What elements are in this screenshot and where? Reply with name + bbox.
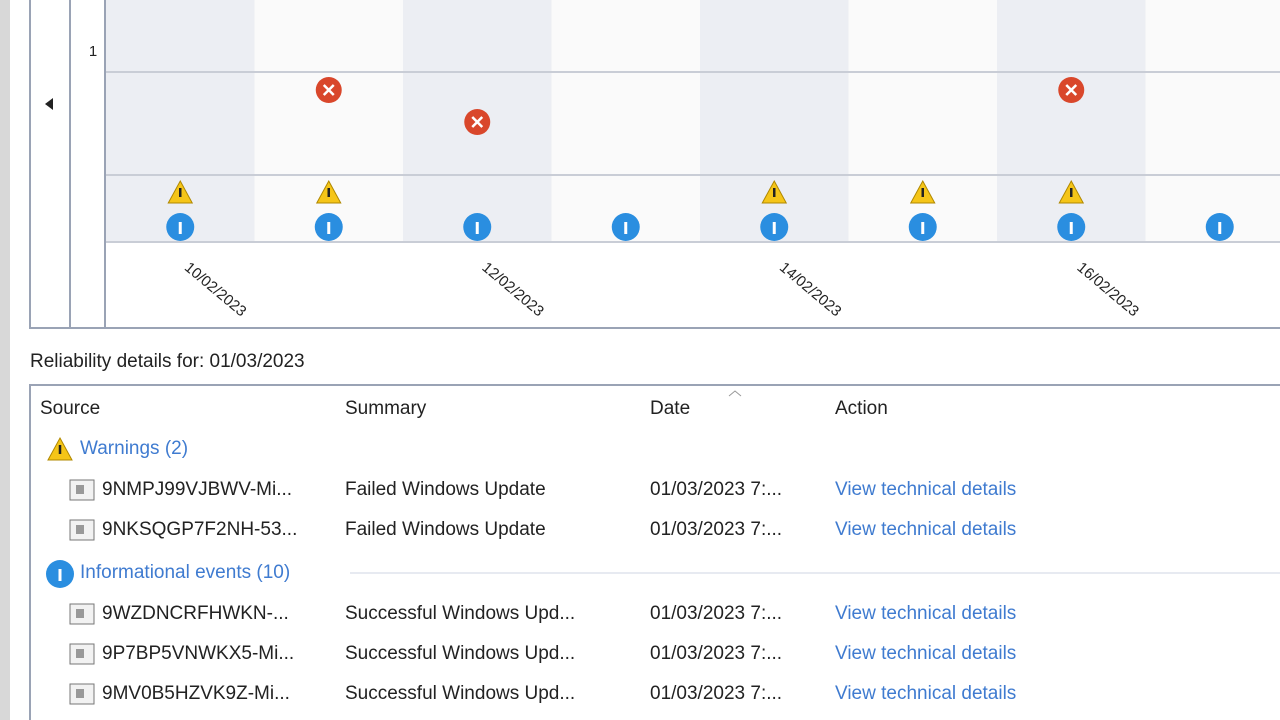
- cell: 01/03/2023 7:...: [650, 519, 782, 540]
- error-icon-x: [322, 84, 335, 96]
- day-column[interactable]: [700, 0, 849, 243]
- cell: 01/03/2023 7:...: [650, 643, 782, 664]
- day-column[interactable]: [1145, 0, 1280, 243]
- cell: 9P7BP5VNWKX5-Mi...: [102, 643, 294, 664]
- group-label[interactable]: Warnings (2): [80, 438, 188, 459]
- day-column[interactable]: [551, 0, 701, 243]
- action-link[interactable]: View technical details: [835, 603, 1016, 624]
- column-header[interactable]: Source: [40, 398, 100, 419]
- action-link[interactable]: View technical details: [835, 683, 1016, 704]
- cell: 9NKSQGP7F2NH-53...: [102, 519, 297, 540]
- group-label[interactable]: Informational events (10): [80, 562, 290, 583]
- row-icon-inner: [76, 525, 84, 534]
- cell: 9MV0B5HZVK9Z-Mi...: [102, 683, 290, 704]
- cell: Successful Windows Upd...: [345, 683, 575, 704]
- details-table: [29, 384, 1280, 720]
- cell: Failed Windows Update: [345, 479, 546, 500]
- day-column[interactable]: [997, 0, 1146, 243]
- sort-indicator: [728, 390, 742, 397]
- day-column[interactable]: [106, 0, 255, 243]
- day-column[interactable]: [848, 0, 998, 243]
- cell: 01/03/2023 7:...: [650, 683, 782, 704]
- scroll-left-arrow[interactable]: [45, 98, 53, 110]
- cell: 9WZDNCRFHWKN-...: [102, 603, 289, 624]
- row-icon-inner: [76, 485, 84, 494]
- y-axis-label: 1: [89, 43, 97, 60]
- cell: 01/03/2023 7:...: [650, 603, 782, 624]
- cell: Failed Windows Update: [345, 519, 546, 540]
- action-link[interactable]: View technical details: [835, 643, 1016, 664]
- window-edge: [0, 0, 10, 720]
- column-header[interactable]: Summary: [345, 398, 427, 419]
- column-header[interactable]: Date: [650, 398, 690, 419]
- column-header[interactable]: Action: [835, 398, 888, 419]
- action-link[interactable]: View technical details: [835, 479, 1016, 500]
- error-icon-x: [1065, 84, 1078, 96]
- cell: 9NMPJ99VJBWV-Mi...: [102, 479, 292, 500]
- row-icon-inner: [76, 609, 84, 618]
- day-column[interactable]: [254, 0, 404, 243]
- details-title: Reliability details for: 01/03/2023: [30, 351, 305, 372]
- row-icon-inner: [76, 649, 84, 658]
- action-link[interactable]: View technical details: [835, 519, 1016, 540]
- cell: Successful Windows Upd...: [345, 603, 575, 624]
- row-icon-inner: [76, 689, 84, 698]
- cell: 01/03/2023 7:...: [650, 479, 782, 500]
- error-icon-x: [471, 116, 484, 128]
- cell: Successful Windows Upd...: [345, 643, 575, 664]
